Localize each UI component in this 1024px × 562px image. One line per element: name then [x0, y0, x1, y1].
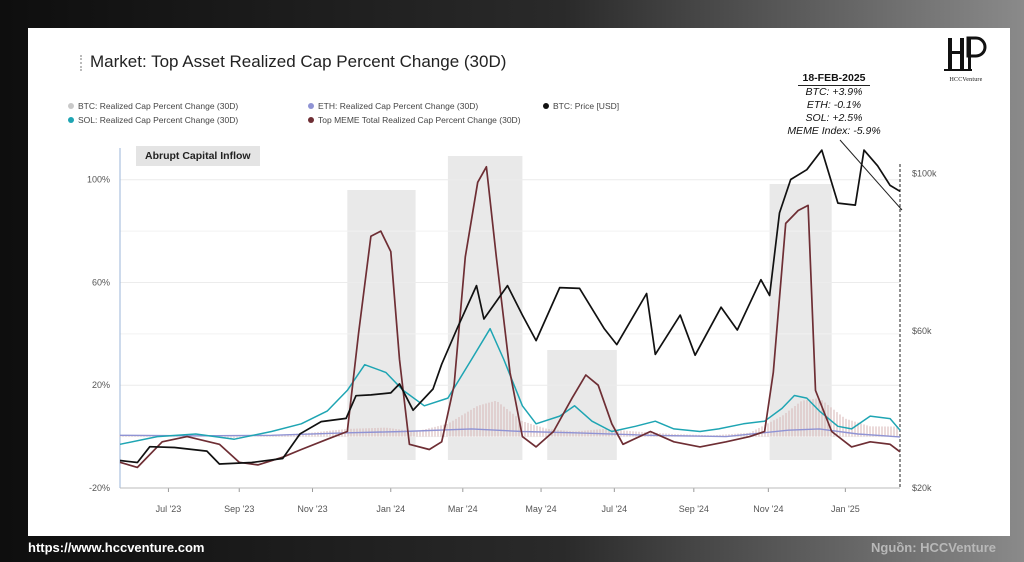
y-left-tick-label: -20%	[89, 483, 110, 493]
legend-eth-realized-cap: ETH: Realized Cap Percent Change (30D)	[308, 101, 478, 111]
x-tick-label: Jan '25	[831, 504, 860, 514]
sol-realized-cap-line	[119, 327, 901, 446]
annotation-box: 18-FEB-2025 BTC: +3.9% ETH: -0.1% SOL: +…	[776, 72, 892, 138]
eth-realized-cap-line	[119, 428, 901, 438]
highlight-period	[547, 350, 617, 460]
x-tick-label: Nov '23	[297, 504, 327, 514]
legend-swatch	[308, 103, 314, 109]
logo-text: HCCVenture	[949, 77, 983, 83]
annotation-eth: ETH: -0.1%	[806, 99, 862, 111]
chart-area: 100% 60% 20% -20% $100k $60k $20k Jul '23 Sep '2…	[87, 139, 937, 514]
x-tick-label: May '24	[525, 504, 556, 514]
legend-btc-price: BTC: Price [USD]	[543, 101, 619, 111]
legend-label: BTC: Realized Cap Percent Change (30D)	[78, 101, 239, 111]
y-right-tick-label: $60k	[912, 326, 932, 336]
logo-mark-icon	[944, 36, 987, 71]
legend-label: Top MEME Total Realized Cap Percent Chan…	[318, 115, 521, 125]
annotation-meme: MEME Index: -5.9%	[787, 125, 881, 137]
legend-sol-realized-cap: SOL: Realized Cap Percent Change (30D)	[68, 115, 238, 125]
x-tick-label: Sep '24	[679, 504, 709, 514]
y-left-tick-label: 100%	[87, 175, 110, 185]
highlight-period	[347, 190, 416, 460]
annotation-sol: SOL: +2.5%	[805, 112, 863, 124]
chart-title: Market: Top Asset Realized Cap Percent C…	[90, 52, 507, 71]
annotation-btc: BTC: +3.9%	[805, 86, 863, 98]
y-right-tick-label: $20k	[912, 483, 932, 493]
x-tick-label: Mar '24	[448, 504, 478, 514]
y-left-tick-label: 20%	[92, 380, 110, 390]
legend-label: ETH: Realized Cap Percent Change (30D)	[318, 101, 479, 111]
highlight-period	[447, 156, 523, 460]
hccventure-logo: HCCVenture	[938, 36, 994, 84]
x-tick-label: Sep '23	[224, 504, 254, 514]
legend-swatch	[68, 103, 74, 109]
footer-source: Nguồn: HCCVenture	[871, 540, 996, 555]
footer-url[interactable]: https://www.hccventure.com	[28, 540, 205, 555]
title-marker	[80, 55, 84, 71]
legend-meme-realized-cap: Top MEME Total Realized Cap Percent Chan…	[308, 115, 521, 125]
chart-card: 100% 60% 20% -20% $100k $60k $20k Jul '23 Sep '2…	[28, 28, 1010, 536]
legend-label: SOL: Realized Cap Percent Change (30D)	[78, 115, 239, 125]
annotation-pointer	[839, 139, 903, 211]
legend-label: BTC: Price [USD]	[553, 101, 620, 111]
legend-btc-realized-cap: BTC: Realized Cap Percent Change (30D)	[68, 101, 238, 111]
annotation-date: 18-FEB-2025	[798, 72, 870, 86]
legend-swatch	[543, 103, 549, 109]
btc-price-line	[119, 149, 901, 465]
legend-swatch	[308, 117, 314, 123]
y-right-tick-label: $100k	[912, 169, 937, 179]
highlight-label: Abrupt Capital Inflow	[136, 146, 260, 166]
y-left-tick-label: 60%	[92, 277, 110, 287]
x-tick-label: Jul '24	[601, 504, 627, 514]
x-tick-label: Jul '23	[156, 504, 182, 514]
x-tick-label: Jan '24	[376, 504, 405, 514]
legend-swatch	[68, 117, 74, 123]
x-tick-label: Nov '24	[753, 504, 783, 514]
meme-realized-cap-line	[119, 165, 901, 469]
